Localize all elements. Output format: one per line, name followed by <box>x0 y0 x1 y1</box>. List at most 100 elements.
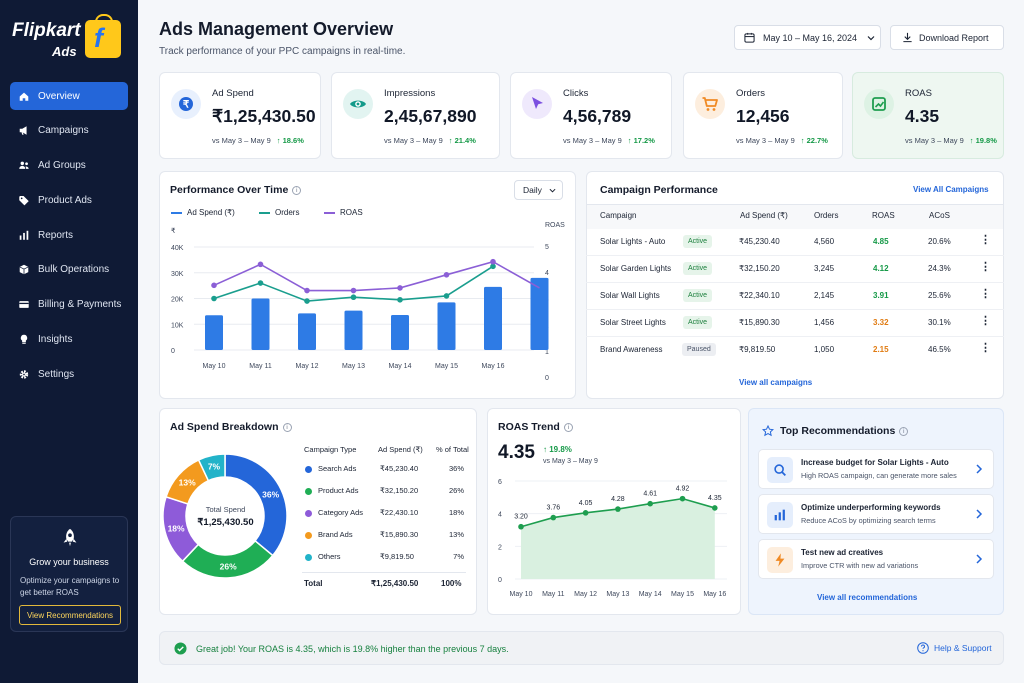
sidebar-item-ad-groups[interactable]: Ad Groups <box>10 152 128 180</box>
campaign-roas: 3.91 <box>873 291 889 300</box>
check-circle-icon <box>174 642 187 655</box>
bar-ad-spend <box>391 314 409 350</box>
sidebar-item-product-ads[interactable]: Product Ads <box>10 186 128 214</box>
shopping-bag-icon: f <box>85 14 121 58</box>
col-ad-spend: Ad Spend (₹) <box>740 211 788 220</box>
kpi-value: 4,56,789 <box>563 106 632 126</box>
kpi-card-orders[interactable]: Orders 12,456 vs May 3 – May 9 ↑ 22.7% <box>683 72 843 159</box>
left-axis-unit: ₹ <box>171 227 176 235</box>
kpi-change: ↑ 22.7% <box>800 136 828 145</box>
view-recommendations-button[interactable]: View Recommendations <box>19 605 121 625</box>
sidebar: Flipkart Ads f Overview Campaigns Ad Group… <box>0 0 138 683</box>
table-row[interactable]: Solar Garden Lights Active ₹32,150.20 3,245… <box>586 256 1004 283</box>
kpi-card-roas[interactable]: ROAS 4.35 vs May 3 – May 9 ↑ 19.8% <box>852 72 1004 159</box>
kpi-card-ad-spend[interactable]: ₹ Ad Spend ₹1,25,430.50 vs May 3 – May 9 ↑ 1… <box>159 72 321 159</box>
campaign-spend: ₹9,819.50 <box>739 345 776 354</box>
info-icon[interactable]: i <box>292 185 302 195</box>
chevron-right-icon[interactable] <box>975 463 983 477</box>
breakdown-row: Others ₹9,819.50 7% <box>302 552 468 566</box>
breakdown-total-pct: 100% <box>441 579 462 588</box>
sidebar-item-billing-payments[interactable]: Billing & Payments <box>10 291 128 319</box>
campaign-table-header-bg <box>587 205 1003 229</box>
search-icon <box>767 457 793 483</box>
kpi-value: 4.35 <box>905 106 940 126</box>
info-icon[interactable]: i <box>282 422 292 432</box>
kpi-label: Clicks <box>563 88 589 99</box>
sidebar-item-reports[interactable]: Reports <box>10 221 128 249</box>
sidebar-item-insights[interactable]: Insights <box>10 326 128 354</box>
roas-trend-value: 4.35 <box>498 442 535 463</box>
more-options-icon[interactable]: ⋮ <box>980 234 991 246</box>
point-roas <box>304 287 310 294</box>
kpi-change: ↑ 18.6% <box>276 136 304 145</box>
trend-icon <box>864 89 894 119</box>
kpi-change: ↑ 17.2% <box>627 136 655 145</box>
kpi-compare-period: vs May 3 – May 9 <box>905 136 964 145</box>
kpi-card-clicks[interactable]: Clicks 4,56,789 vs May 3 – May 9 ↑ 17.2% <box>510 72 672 159</box>
x-tick-label: May 10 <box>203 363 226 370</box>
roas-point-label: 3.20 <box>514 514 528 521</box>
status-badge: Active <box>683 262 713 275</box>
table-row[interactable]: Solar Street Lights Active ₹15,890.30 1,456… <box>586 310 1004 337</box>
breakdown-pct: 7% <box>453 552 464 561</box>
view-all-campaigns-link[interactable]: View All Campaigns <box>913 185 989 194</box>
recommendation-item[interactable]: Optimize underperforming keywords Reduce … <box>758 494 994 534</box>
kpi-card-impressions[interactable]: Impressions 2,45,67,890 vs May 3 – May 9 ↑ … <box>331 72 500 159</box>
point-orders <box>350 294 357 301</box>
more-options-icon[interactable]: ⋮ <box>980 288 991 300</box>
table-row[interactable]: Solar Lights - Auto Active ₹45,230.40 4,560… <box>586 229 1004 256</box>
campaign-acos: 25.6% <box>928 291 951 300</box>
roas-point-label: 4.92 <box>676 486 690 493</box>
sidebar-item-overview[interactable]: Overview <box>10 82 128 110</box>
recommendation-item[interactable]: Increase budget for Solar Lights - Auto H… <box>758 449 994 489</box>
sidebar-item-settings[interactable]: Settings <box>10 360 128 388</box>
sidebar-item-bulk-operations[interactable]: Bulk Operations <box>10 256 128 284</box>
more-options-icon[interactable]: ⋮ <box>980 342 991 354</box>
kpi-change: ↑ 21.4% <box>448 136 476 145</box>
campaign-acos: 20.6% <box>928 237 951 246</box>
campaign-orders: 4,560 <box>814 237 835 246</box>
table-row[interactable]: Solar Wall Lights Active ₹22,340.10 2,145 3.… <box>586 283 1004 310</box>
cart-icon <box>695 89 725 119</box>
recommendation-item[interactable]: Test new ad creatives Improve CTR with ne… <box>758 539 994 579</box>
rocket-icon <box>63 528 77 547</box>
eye-icon <box>343 89 373 119</box>
info-icon[interactable]: i <box>563 422 573 432</box>
status-badge: Active <box>683 235 713 248</box>
sidebar-item-campaigns[interactable]: Campaigns <box>10 117 128 145</box>
more-options-icon[interactable]: ⋮ <box>980 315 991 327</box>
help-support-link[interactable]: Help & Support <box>917 642 992 654</box>
kpi-label: ROAS <box>905 88 932 99</box>
left-tick-label: 0 <box>171 348 175 355</box>
view-all-campaigns-bottom-link[interactable]: View all campaigns <box>739 378 813 387</box>
x-tick-label: May 12 <box>296 363 319 370</box>
kpi-compare: vs May 3 – May 9 ↑ 18.6% <box>212 136 304 145</box>
download-report-button[interactable]: Download Report <box>890 25 1004 50</box>
table-row[interactable]: Brand Awareness Paused ₹9,819.50 1,050 2.15 4… <box>586 337 1004 364</box>
roas-point <box>647 500 653 507</box>
point-orders <box>397 296 403 303</box>
ad-spend-donut-chart: 36% 26% 18% 13% 7% <box>163 453 288 579</box>
roas-trend-chart: 6 4 2 0 3.20 May 10 3.76 May 11 4.05 May 12 4.28 Ma… <box>498 479 727 598</box>
campaign-spend: ₹32,150.20 <box>739 264 780 273</box>
chevron-right-icon[interactable] <box>975 508 983 522</box>
kpi-label: Ad Spend <box>212 88 254 99</box>
flipkart-ads-logo[interactable]: Flipkart Ads f <box>12 14 132 64</box>
legend-dot <box>305 554 312 561</box>
period-select[interactable]: Daily <box>514 180 563 200</box>
donut-slice-label: 18% <box>168 524 185 534</box>
info-icon[interactable]: i <box>899 426 909 436</box>
more-options-icon[interactable]: ⋮ <box>980 261 991 273</box>
breakdown-pct: 13% <box>448 530 464 539</box>
donut-slice-search-ads[interactable] <box>224 453 288 557</box>
chevron-right-icon[interactable] <box>975 553 983 567</box>
bar-ad-spend <box>530 277 549 350</box>
breakdown-total-label: Total <box>304 579 323 588</box>
date-range-picker[interactable]: May 10 – May 16, 2024 <box>734 25 881 50</box>
roas-point <box>679 495 686 502</box>
promo-title: Grow your business <box>29 557 109 567</box>
view-all-recommendations-link[interactable]: View all recommendations <box>817 593 918 602</box>
point-roas <box>211 282 217 289</box>
x-tick-label: May 14 <box>389 363 412 370</box>
donut-slice-others[interactable] <box>197 453 226 482</box>
